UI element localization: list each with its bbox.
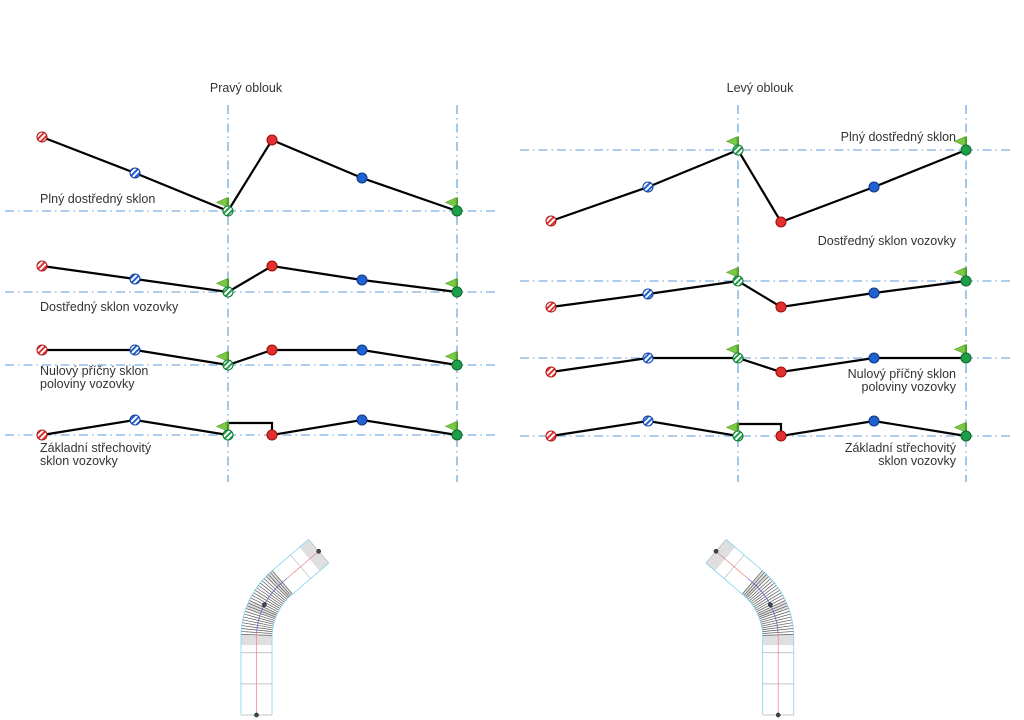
vertex-marker-solid-green[interactable] (451, 359, 463, 371)
panel-title: Levý oblouk (727, 81, 794, 95)
slope-profile-line (550, 148, 967, 224)
slope-profile-line (550, 279, 967, 309)
vertex-marker-hatch-red[interactable] (545, 430, 557, 442)
vertex-marker-hatch-red[interactable] (545, 366, 557, 378)
alignment-start-marker[interactable] (254, 712, 259, 718)
profile-row-1: Plný dostředný sklon (5, 131, 497, 217)
vertex-marker-hatch-green[interactable] (222, 429, 234, 441)
vertex-marker-hatch-green[interactable] (732, 144, 744, 156)
vertex-marker-solid-green[interactable] (960, 352, 972, 364)
road-edge-left (725, 539, 795, 715)
vertex-marker-solid-red[interactable] (775, 366, 787, 378)
vertex-marker-hatch-green[interactable] (222, 286, 234, 298)
vertex-marker-solid-blue[interactable] (356, 274, 368, 286)
curve-apex-marker[interactable] (768, 602, 773, 608)
row-label: Plný dostředný sklon (40, 192, 155, 206)
vertex-marker-hatch-red[interactable] (36, 344, 48, 356)
plan-left-curve (705, 539, 795, 718)
vertex-marker-solid-red[interactable] (266, 260, 278, 272)
vertex-marker-hatch-blue[interactable] (129, 167, 141, 179)
vertex-marker-hatch-blue[interactable] (642, 415, 654, 427)
vertex-marker-solid-green[interactable] (451, 286, 463, 298)
vertex-marker-hatch-blue[interactable] (129, 344, 141, 356)
slope-profile-line (41, 418, 458, 437)
vertex-marker-hatch-green[interactable] (732, 430, 744, 442)
slope-profile-line (42, 348, 458, 367)
curve-apex-marker[interactable] (262, 602, 267, 608)
vertex-marker-hatch-green[interactable] (732, 275, 744, 287)
slope-profile-line (41, 264, 458, 294)
vertex-marker-solid-blue[interactable] (868, 287, 880, 299)
vertex-marker-solid-red[interactable] (266, 344, 278, 356)
centerline-straight-end (715, 550, 749, 579)
plan-views (240, 539, 795, 718)
profile-row-4: Základní střechovitý sklon vozovky (5, 414, 497, 468)
profile-panel-right-curve: Pravý oblouk Plný dostředný sklon Dostředn… (5, 81, 497, 482)
vertex-marker-hatch-red[interactable] (36, 260, 48, 272)
alignment-end-marker[interactable] (713, 548, 719, 554)
vertex-marker-hatch-blue[interactable] (129, 414, 141, 426)
vertex-marker-hatch-green[interactable] (222, 359, 234, 371)
vertex-marker-solid-blue[interactable] (868, 415, 880, 427)
vertex-marker-hatch-red[interactable] (36, 131, 48, 143)
vertex-marker-hatch-blue[interactable] (642, 288, 654, 300)
vertex-marker-solid-blue[interactable] (356, 344, 368, 356)
row-label: Základní střechovitý sklon vozovky (845, 441, 957, 468)
road-edge-right (705, 562, 764, 715)
slope-profile-line (41, 135, 458, 213)
vertex-marker-solid-blue[interactable] (868, 352, 880, 364)
vertex-marker-solid-red[interactable] (775, 430, 787, 442)
panel-title: Pravý oblouk (210, 81, 283, 95)
vertex-marker-hatch-green[interactable] (222, 205, 234, 217)
profile-row-4: Základní střechovitý sklon vozovky (520, 415, 1012, 468)
vertex-marker-hatch-blue[interactable] (129, 273, 141, 285)
slope-profile-line (550, 419, 967, 438)
vertex-marker-solid-red[interactable] (266, 134, 278, 146)
alignment-end-marker[interactable] (316, 548, 321, 554)
road-edge-left (271, 562, 330, 715)
profile-row-3: Nulový příčný sklon poloviny vozovky (520, 344, 1012, 394)
vertex-marker-solid-red[interactable] (775, 301, 787, 313)
row-label: Dostředný sklon vozovky (40, 300, 179, 314)
transition-band (265, 570, 293, 599)
vertex-marker-solid-blue[interactable] (356, 414, 368, 426)
vertex-marker-hatch-red[interactable] (545, 301, 557, 313)
row-label: Základní střechovitý sklon vozovky (40, 441, 152, 468)
vertex-marker-solid-red[interactable] (266, 429, 278, 441)
vertex-marker-solid-green[interactable] (451, 429, 463, 441)
vertex-marker-hatch-red[interactable] (545, 215, 557, 227)
row-label: Nulový příčný sklon poloviny vozovky (40, 364, 148, 391)
vertex-marker-solid-green[interactable] (960, 275, 972, 287)
profile-row-2: Dostředný sklon vozovky (520, 234, 1012, 313)
vertex-marker-solid-blue[interactable] (868, 181, 880, 193)
transition-band (742, 570, 769, 599)
vertex-marker-hatch-blue[interactable] (642, 181, 654, 193)
vertex-marker-hatch-blue[interactable] (642, 352, 654, 364)
profile-panels: Pravý oblouk Plný dostředný sklon Dostředn… (5, 81, 1012, 482)
alignment-start-marker[interactable] (775, 712, 781, 718)
vertex-marker-hatch-red[interactable] (36, 429, 48, 441)
centerline-straight-end (286, 550, 319, 579)
plan-right-curve (240, 539, 330, 718)
profile-row-1: Plný dostředný sklon (520, 130, 1012, 228)
profile-panel-left-curve: Levý oblouk Plný dostředný sklon Dostředný… (520, 81, 1012, 482)
road-edge-right (240, 539, 309, 715)
vertex-marker-hatch-green[interactable] (732, 352, 744, 364)
vertex-marker-solid-red[interactable] (775, 216, 787, 228)
vertex-marker-solid-green[interactable] (960, 430, 972, 442)
row-label: Dostředný sklon vozovky (818, 234, 957, 248)
row-label: Nulový příčný sklon poloviny vozovky (848, 367, 957, 394)
vertex-marker-solid-green[interactable] (960, 144, 972, 156)
vertex-marker-solid-green[interactable] (451, 205, 463, 217)
profile-row-3: Nulový příčný sklon poloviny vozovky (5, 344, 497, 391)
vertex-marker-solid-blue[interactable] (356, 172, 368, 184)
profile-row-2: Dostředný sklon vozovky (5, 260, 497, 314)
slope-profile-line (550, 356, 966, 374)
row-label: Plný dostředný sklon (841, 130, 956, 144)
